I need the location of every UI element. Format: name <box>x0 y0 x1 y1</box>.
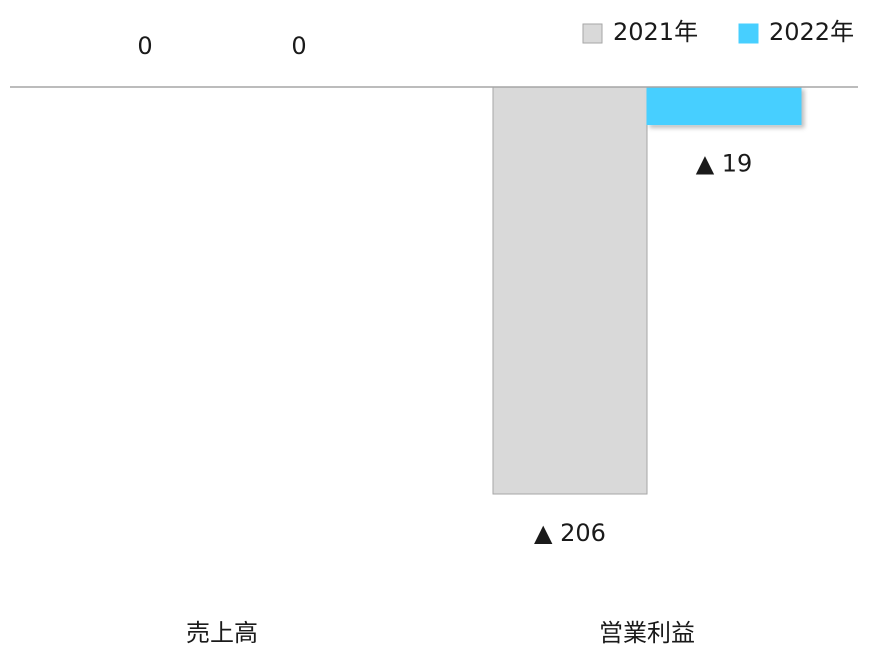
legend: 2021年 2022年 <box>582 18 854 46</box>
category-label-1: 売上高 <box>186 619 258 646</box>
bars-layer <box>492 86 802 495</box>
bar-2-2 <box>646 86 802 126</box>
category-labels-layer: 売上高 営業利益 <box>186 619 695 646</box>
legend-swatch-1 <box>582 23 603 44</box>
data-label-1-2: ▲ 206 <box>534 519 606 547</box>
legend-swatch-2 <box>738 23 759 44</box>
bar-1-2 <box>492 86 648 495</box>
category-label-2: 営業利益 <box>599 619 695 646</box>
data-label-2-1: 0 <box>291 32 306 60</box>
legend-label-2: 2022年 <box>769 18 854 46</box>
data-label-2-2: ▲ 19 <box>696 150 753 178</box>
legend-label-1: 2021年 <box>613 18 698 46</box>
data-labels-layer: 0 ▲ 206 0 ▲ 19 <box>137 32 752 547</box>
data-label-1-1: 0 <box>137 32 152 60</box>
